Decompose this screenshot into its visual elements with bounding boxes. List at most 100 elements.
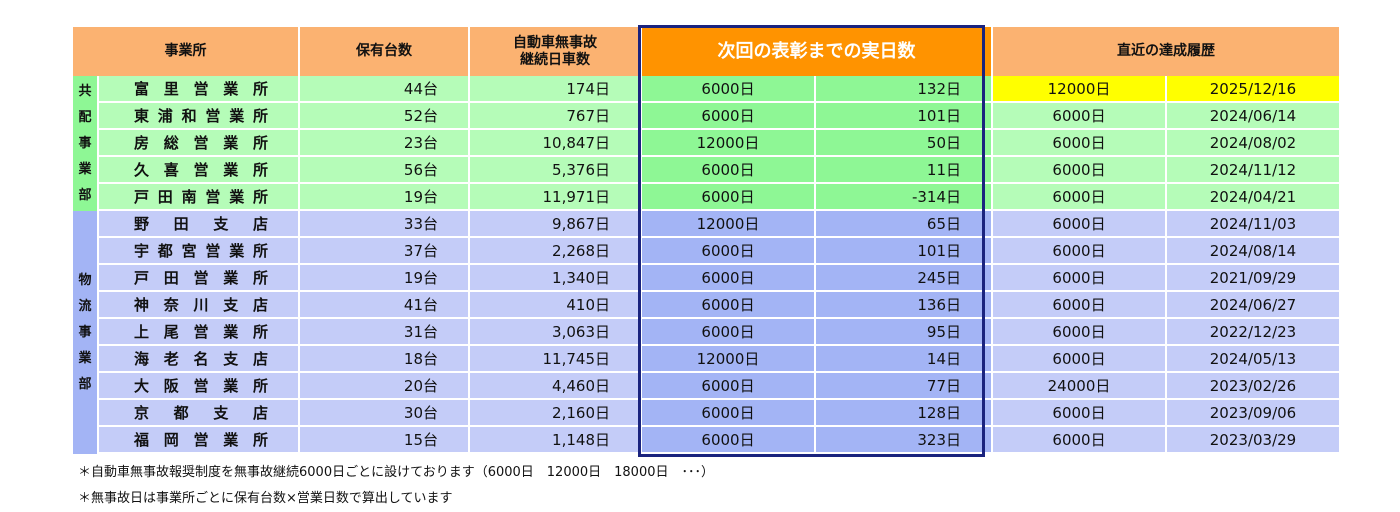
office-name: 大阪営業所 xyxy=(99,373,298,400)
office-name-char: 所 xyxy=(252,188,268,206)
header-next-award: 次回の表彰までの実日数 xyxy=(642,27,991,76)
department-char: 事 xyxy=(78,324,92,340)
accident-free-days: 10,847日 xyxy=(470,130,640,157)
header-next-award-label: 次回の表彰までの実日数 xyxy=(717,41,916,62)
office-name-char: 東 xyxy=(134,107,150,125)
safety-record-table: 事業所 保有台数 自動車無事故 継続日車数 次回の表彰までの実日数 直近の達成履歴… xyxy=(73,27,1339,457)
office-name: 京都支店 xyxy=(99,400,298,427)
next-award-target: 6000日 xyxy=(642,292,814,319)
office-name-char: 支 xyxy=(213,404,229,422)
header-days-line2: 継続日車数 xyxy=(520,51,590,68)
office-name: 久喜営業所 xyxy=(99,157,298,184)
header-vehicles-label: 保有台数 xyxy=(356,43,412,59)
office-name-char: 浦 xyxy=(157,107,173,125)
office-name-char: 戸 xyxy=(134,269,150,287)
office-name-char: 岡 xyxy=(163,431,179,449)
footnote-2: ＊無事故日は事業所ごとに保有台数×営業日数で算出しています xyxy=(78,491,453,506)
next-award-target: 12000日 xyxy=(642,346,814,373)
office-name-char: 里 xyxy=(163,80,179,98)
next-award-target: 12000日 xyxy=(642,211,814,238)
days-remaining: 14日 xyxy=(816,346,991,373)
office-name-char: 都 xyxy=(173,404,189,422)
accident-free-days: 767日 xyxy=(470,103,640,130)
vehicle-count: 15台 xyxy=(300,427,468,454)
office-name-char: 営 xyxy=(193,80,209,98)
office-name: 房総営業所 xyxy=(99,130,298,157)
office-name-char: 業 xyxy=(223,134,239,152)
office-name-char: 営 xyxy=(205,242,221,260)
office-name-char: 業 xyxy=(229,107,245,125)
last-award: 6000日 xyxy=(993,346,1165,373)
last-award-date: 2024/05/13 xyxy=(1167,346,1339,373)
days-remaining: 132日 xyxy=(816,76,991,103)
office-name-char: 喜 xyxy=(163,161,179,179)
days-remaining: 50日 xyxy=(816,130,991,157)
last-award-date: 2022/12/23 xyxy=(1167,319,1339,346)
office-name-char: 都 xyxy=(157,242,173,260)
days-remaining: 95日 xyxy=(816,319,991,346)
department-char: 業 xyxy=(78,350,92,366)
office-name-char: 海 xyxy=(134,350,150,368)
days-remaining: 323日 xyxy=(816,427,991,454)
last-award-date: 2021/09/29 xyxy=(1167,265,1339,292)
next-award-target: 6000日 xyxy=(642,103,814,130)
office-name: 海老名支店 xyxy=(99,346,298,373)
vehicle-count: 19台 xyxy=(300,265,468,292)
office-name-char: 営 xyxy=(193,134,209,152)
office-name-char: 業 xyxy=(223,161,239,179)
days-remaining: -314日 xyxy=(816,184,991,211)
office-name-char: 宮 xyxy=(181,242,197,260)
office-name: 富里営業所 xyxy=(99,76,298,103)
last-award: 12000日 xyxy=(993,76,1165,103)
footnote-1: ＊自動車無事故報奨制度を無事故継続6000日ごとに設けております（6000日 1… xyxy=(78,465,714,480)
office-name-char: 店 xyxy=(252,296,268,314)
office-name-char: 所 xyxy=(252,323,268,341)
office-name-char: 営 xyxy=(193,377,209,395)
office-name-char: 業 xyxy=(223,80,239,98)
office-name-char: 田 xyxy=(173,215,189,233)
vehicle-count: 19台 xyxy=(300,184,468,211)
days-remaining: 101日 xyxy=(816,103,991,130)
office-name-char: 所 xyxy=(252,269,268,287)
office-name-char: 尾 xyxy=(163,323,179,341)
office-name-char: 営 xyxy=(193,431,209,449)
header-vehicles: 保有台数 xyxy=(300,27,468,76)
footnotes: ＊自動車無事故報奨制度を無事故継続6000日ごとに設けております（6000日 1… xyxy=(78,460,714,512)
office-name-char: 上 xyxy=(134,323,150,341)
days-remaining: 11日 xyxy=(816,157,991,184)
last-award-date: 2025/12/16 xyxy=(1167,76,1339,103)
header-history-label: 直近の達成履歴 xyxy=(1117,43,1215,59)
office-name-char: 支 xyxy=(213,215,229,233)
header-office-label: 事業所 xyxy=(164,43,207,59)
last-award-date: 2024/08/02 xyxy=(1167,130,1339,157)
department-char: 事 xyxy=(78,135,92,151)
office-name: 東浦和営業所 xyxy=(99,103,298,130)
office-name-char: 店 xyxy=(252,350,268,368)
next-award-target: 6000日 xyxy=(642,265,814,292)
office-name: 宇都宮営業所 xyxy=(99,238,298,265)
accident-free-days: 3,063日 xyxy=(470,319,640,346)
office-name-char: 営 xyxy=(193,161,209,179)
office-name-char: 田 xyxy=(163,269,179,287)
office-name-char: 大 xyxy=(134,377,150,395)
office-name: 戸田南営業所 xyxy=(99,184,298,211)
next-award-target: 6000日 xyxy=(642,238,814,265)
office-name-char: 和 xyxy=(181,107,197,125)
department-label: 物流事業部 xyxy=(73,211,97,454)
department-char: 物 xyxy=(78,272,92,288)
last-award: 6000日 xyxy=(993,130,1165,157)
office-name-char: 業 xyxy=(223,269,239,287)
next-award-target: 6000日 xyxy=(642,76,814,103)
office-name: 神奈川支店 xyxy=(99,292,298,319)
last-award-date: 2024/11/03 xyxy=(1167,211,1339,238)
vehicle-count: 44台 xyxy=(300,76,468,103)
last-award-date: 2024/08/14 xyxy=(1167,238,1339,265)
days-remaining: 136日 xyxy=(816,292,991,319)
office-name-char: 老 xyxy=(163,350,179,368)
department-char: 流 xyxy=(78,298,92,314)
last-award: 24000日 xyxy=(993,373,1165,400)
office-name-char: 所 xyxy=(252,242,268,260)
accident-free-days: 2,160日 xyxy=(470,400,640,427)
header-office: 事業所 xyxy=(73,27,298,76)
next-award-target: 12000日 xyxy=(642,130,814,157)
